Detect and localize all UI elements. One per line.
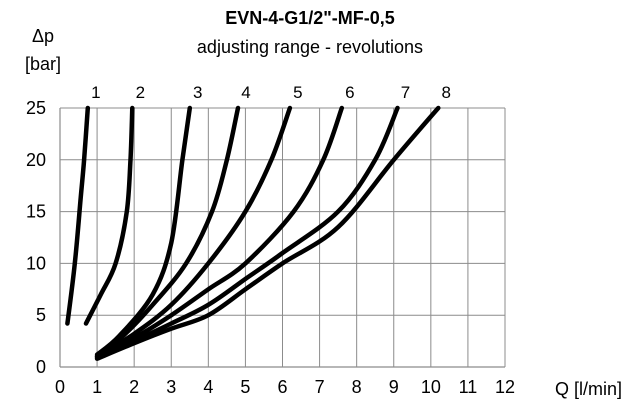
x-tick-label: 9 <box>389 377 399 397</box>
series-label-7: 7 <box>401 83 410 102</box>
y-tick-label: 5 <box>36 305 46 325</box>
series-label-2: 2 <box>136 83 145 102</box>
x-tick-label: 7 <box>315 377 325 397</box>
y-tick-label: 10 <box>26 253 46 273</box>
x-tick-label: 10 <box>421 377 441 397</box>
x-tick-label: 5 <box>240 377 250 397</box>
series-label-1: 1 <box>91 83 100 102</box>
x-tick-label: 4 <box>203 377 213 397</box>
series-line-6 <box>94 105 345 359</box>
series-line-8 <box>94 105 441 361</box>
x-tick-label: 0 <box>55 377 65 397</box>
series-label-8: 8 <box>442 83 451 102</box>
series-line-5 <box>94 105 293 359</box>
series-line-7 <box>94 105 400 360</box>
series-line-3 <box>94 105 193 357</box>
series-label-6: 6 <box>345 83 354 102</box>
series-label-4: 4 <box>241 83 250 102</box>
series-line-4 <box>94 105 241 358</box>
series-line-2 <box>83 105 135 326</box>
y-axis-title-symbol: Δp <box>32 26 54 46</box>
x-tick-label: 1 <box>92 377 102 397</box>
curve-labels: 1 2 3 4 5 6 7 8 <box>91 83 451 102</box>
x-tick-label: 6 <box>277 377 287 397</box>
y-tick-label: 15 <box>26 202 46 222</box>
x-tick-label: 3 <box>166 377 176 397</box>
y-axis-title-unit: [bar] <box>25 54 61 74</box>
y-tick-label: 25 <box>26 98 46 118</box>
x-axis-title: Q [l/min] <box>555 379 622 399</box>
y-tick-label: 20 <box>26 150 46 170</box>
x-tick-label: 8 <box>352 377 362 397</box>
x-tick-label: 2 <box>129 377 139 397</box>
x-tick-label: 12 <box>495 377 515 397</box>
series-label-3: 3 <box>193 83 202 102</box>
y-tick-label: 0 <box>36 357 46 377</box>
series-lines <box>65 105 441 361</box>
x-tick-label: 11 <box>459 377 478 397</box>
series-label-5: 5 <box>293 83 302 102</box>
series-line-1 <box>65 105 91 326</box>
chart-subtitle: adjusting range - revolutions <box>197 37 423 57</box>
chart-title: EVN-4-G1/2"-MF-0,5 <box>225 8 395 28</box>
